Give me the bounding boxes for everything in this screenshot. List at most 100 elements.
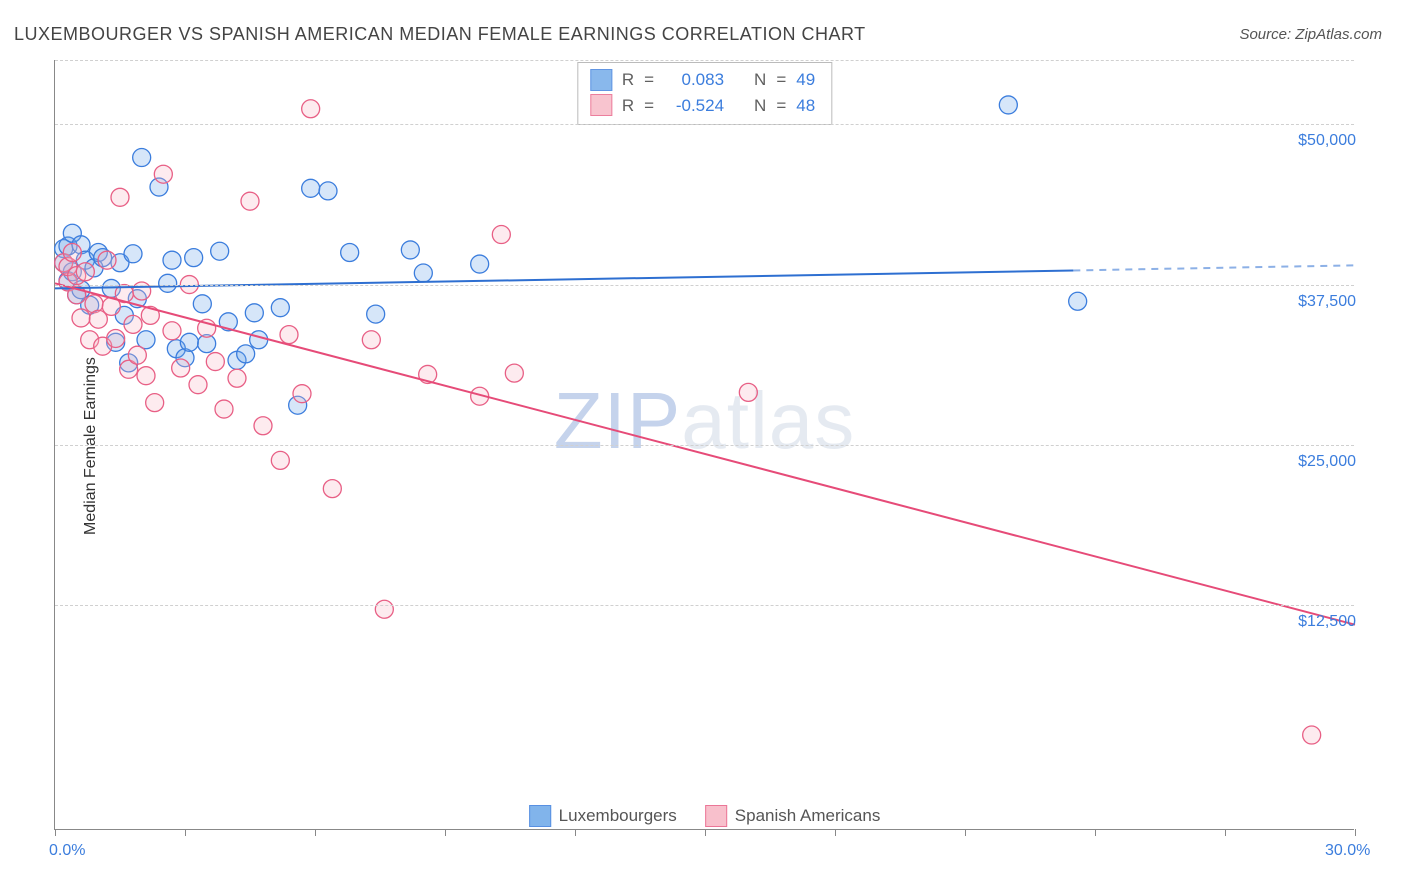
x-tick: [445, 829, 446, 836]
stat-n-label: N: [754, 67, 766, 93]
data-point: [128, 346, 146, 364]
data-point: [211, 242, 229, 260]
x-tick: [1095, 829, 1096, 836]
legend-item: Luxembourgers: [529, 805, 677, 827]
regression-line: [55, 283, 1355, 624]
data-point: [72, 309, 90, 327]
data-point: [185, 249, 203, 267]
legend-item: Spanish Americans: [705, 805, 881, 827]
stat-r-value: -0.524: [664, 93, 724, 119]
data-point: [124, 315, 142, 333]
regression-line: [55, 270, 1073, 288]
data-point: [323, 480, 341, 498]
legend-label: Spanish Americans: [735, 806, 881, 826]
data-point: [271, 299, 289, 317]
data-point: [172, 359, 190, 377]
stats-row: R = -0.524 N = 48: [590, 93, 815, 119]
gridline: [55, 124, 1354, 125]
data-point: [245, 304, 263, 322]
x-tick: [835, 829, 836, 836]
data-point: [302, 179, 320, 197]
stat-r-label: R: [622, 93, 634, 119]
data-point: [228, 369, 246, 387]
data-point: [250, 331, 268, 349]
data-point: [367, 305, 385, 323]
data-point: [362, 331, 380, 349]
data-point: [206, 353, 224, 371]
gridline: [55, 60, 1354, 61]
x-tick-label: 30.0%: [1325, 842, 1370, 860]
data-point: [375, 600, 393, 618]
legend-swatch: [529, 805, 551, 827]
gridline: [55, 605, 1354, 606]
data-point: [189, 376, 207, 394]
stat-n-value: 48: [796, 93, 815, 119]
regression-line-extrapolated: [1073, 265, 1355, 270]
series-swatch: [590, 69, 612, 91]
x-tick: [185, 829, 186, 836]
data-point: [146, 394, 164, 412]
x-tick: [705, 829, 706, 836]
legend-swatch: [705, 805, 727, 827]
x-tick-label: 0.0%: [49, 842, 85, 860]
source-attribution: Source: ZipAtlas.com: [1239, 26, 1382, 43]
data-point: [401, 241, 419, 259]
y-tick-label: $50,000: [1298, 132, 1356, 150]
stat-n-label: N: [754, 93, 766, 119]
data-point: [237, 345, 255, 363]
data-point: [414, 264, 432, 282]
gridline: [55, 285, 1354, 286]
data-point: [293, 385, 311, 403]
data-point: [302, 100, 320, 118]
stats-row: R = 0.083 N = 49: [590, 67, 815, 93]
data-point: [163, 251, 181, 269]
data-point: [241, 192, 259, 210]
chart-title: LUXEMBOURGER VS SPANISH AMERICAN MEDIAN …: [14, 24, 866, 45]
data-point: [163, 322, 181, 340]
series-swatch: [590, 94, 612, 116]
data-point: [999, 96, 1017, 114]
data-point: [319, 182, 337, 200]
y-tick-label: $12,500: [1298, 613, 1356, 631]
data-point: [154, 165, 172, 183]
eq-sign: =: [776, 67, 786, 93]
eq-sign: =: [644, 93, 654, 119]
data-point: [111, 188, 129, 206]
data-point: [280, 326, 298, 344]
data-point: [505, 364, 523, 382]
data-point: [180, 333, 198, 351]
data-point: [76, 263, 94, 281]
x-tick: [315, 829, 316, 836]
data-point: [137, 367, 155, 385]
y-tick-label: $37,500: [1298, 293, 1356, 311]
data-point: [471, 255, 489, 273]
legend-label: Luxembourgers: [559, 806, 677, 826]
eq-sign: =: [644, 67, 654, 93]
x-tick: [1225, 829, 1226, 836]
data-point: [107, 329, 125, 347]
data-point: [341, 244, 359, 262]
legend: Luxembourgers Spanish Americans: [529, 805, 881, 827]
data-point: [159, 274, 177, 292]
x-tick: [55, 829, 56, 836]
data-point: [1069, 292, 1087, 310]
x-tick: [575, 829, 576, 836]
data-point: [1303, 726, 1321, 744]
gridline: [55, 445, 1354, 446]
stat-r-label: R: [622, 67, 634, 93]
stat-r-value: 0.083: [664, 67, 724, 93]
data-point: [215, 400, 233, 418]
data-point: [133, 149, 151, 167]
x-tick: [965, 829, 966, 836]
data-point: [124, 245, 142, 263]
data-point: [98, 251, 116, 269]
plot-area: ZIPatlas R=0.083N=49R=-0.524N=48 Luxembo…: [54, 60, 1354, 830]
eq-sign: =: [776, 93, 786, 119]
y-tick-label: $25,000: [1298, 453, 1356, 471]
data-point: [492, 226, 510, 244]
data-point: [739, 383, 757, 401]
data-point: [63, 244, 81, 262]
correlation-stats-box: R = 0.083 N = 49 R = -0.524 N = 48: [577, 62, 832, 125]
stat-n-value: 49: [796, 67, 815, 93]
data-point: [193, 295, 211, 313]
